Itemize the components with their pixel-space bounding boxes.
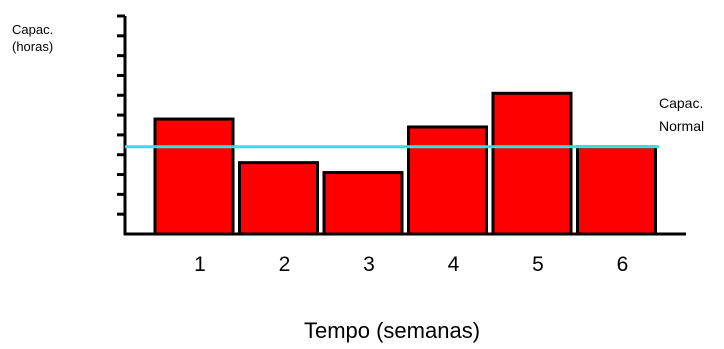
bar-week-6 [576, 145, 657, 236]
bar-week-3 [322, 171, 404, 236]
x-tick-label: 2 [279, 253, 291, 276]
y-axis-label: Capac. (horas) [12, 22, 54, 54]
x-tick-label: 5 [532, 253, 544, 276]
bar-week-2 [238, 161, 319, 236]
x-tick-labels: 1 2 3 4 5 6 [194, 253, 628, 276]
x-tick-label: 6 [617, 253, 629, 276]
bar-week-5 [491, 91, 573, 236]
bar-week-4 [407, 125, 488, 236]
normal-capacity-label: Capac. Normal [659, 95, 705, 134]
x-axis-label: Tempo (semanas) [303, 318, 481, 343]
x-tick-label: 3 [363, 253, 375, 276]
x-tick-label: 1 [194, 253, 206, 276]
x-tick-label: 4 [448, 253, 460, 276]
bars [153, 91, 657, 236]
bar-week-1 [153, 117, 235, 236]
